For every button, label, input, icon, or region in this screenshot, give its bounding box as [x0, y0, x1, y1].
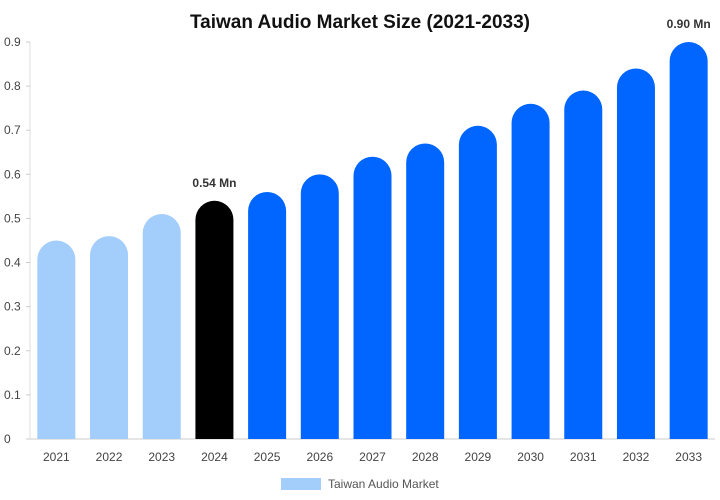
data-labels-group: 0.54 Mn 0.90 Mn [192, 17, 710, 190]
bar-2028[interactable] [406, 143, 445, 439]
x-tick-label: 2023 [148, 450, 175, 464]
x-tick-label: 2022 [96, 450, 123, 464]
bar-2029[interactable] [458, 125, 497, 440]
data-label-2033: 0.90 Mn [667, 17, 711, 31]
x-tick-label: 2033 [675, 450, 702, 464]
y-tick-label: 0.9 [4, 35, 21, 49]
chart-title: Taiwan Audio Market Size (2021-2033) [190, 12, 530, 33]
data-label-2024: 0.54 Mn [192, 176, 236, 190]
bar-2023[interactable] [142, 214, 181, 439]
x-tick-label: 2026 [306, 450, 333, 464]
bar-2021[interactable] [37, 240, 76, 440]
y-tick-label: 0.4 [4, 256, 21, 270]
y-tick-label: 0.2 [4, 344, 21, 358]
bars-group [37, 42, 708, 440]
y-axis-ticks: 0 0.1 0.2 0.3 0.4 0.5 0.6 0.7 0.8 0.9 [4, 35, 30, 446]
bar-2022[interactable] [90, 236, 129, 439]
x-tick-label: 2025 [254, 450, 281, 464]
x-tick-label: 2027 [359, 450, 386, 464]
y-tick-label: 0.6 [4, 167, 21, 181]
bar-2032[interactable] [616, 68, 655, 439]
x-tick-label: 2021 [43, 450, 70, 464]
x-tick-label: 2031 [570, 450, 597, 464]
legend[interactable]: Taiwan Audio Market [281, 477, 439, 491]
y-tick-label: 0.3 [4, 300, 21, 314]
bar-2027[interactable] [353, 156, 392, 439]
y-tick-label: 0.8 [4, 79, 21, 93]
bar-2026[interactable] [300, 174, 339, 439]
bar-2024[interactable] [195, 200, 234, 439]
legend-swatch [281, 478, 321, 490]
x-tick-label: 2028 [412, 450, 439, 464]
x-tick-label: 2024 [201, 450, 228, 464]
legend-label: Taiwan Audio Market [328, 477, 439, 491]
y-tick-label: 0 [4, 432, 11, 446]
y-tick-label: 0.1 [4, 388, 21, 402]
bar-2030[interactable] [511, 103, 550, 439]
x-tick-label: 2032 [623, 450, 650, 464]
y-tick-label: 0.7 [4, 123, 21, 137]
y-tick-label: 0.5 [4, 211, 21, 225]
bar-2031[interactable] [564, 90, 603, 440]
x-tick-label: 2029 [465, 450, 492, 464]
x-axis-ticks: 2021 2022 2023 2024 2025 2026 2027 2028 2029 2030… [43, 450, 702, 464]
x-tick-label: 2030 [517, 450, 544, 464]
bar-2033[interactable] [669, 42, 708, 439]
bar-2025[interactable] [248, 191, 287, 439]
